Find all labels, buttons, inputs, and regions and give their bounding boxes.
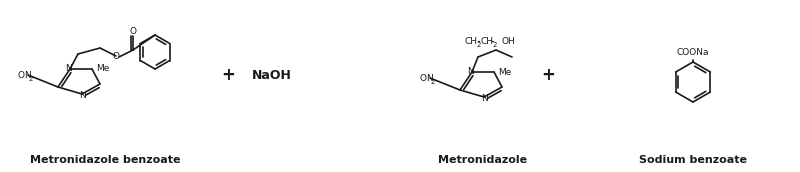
Text: Me: Me [96,63,110,73]
Text: 2: 2 [477,41,481,47]
Text: O: O [18,71,25,79]
Text: Me: Me [498,67,512,77]
Text: O: O [130,26,137,35]
Text: Sodium benzoate: Sodium benzoate [639,155,747,165]
Text: N: N [482,94,488,103]
Text: Metronidazole: Metronidazole [438,155,527,165]
Text: O: O [420,73,427,83]
Text: NaOH: NaOH [252,68,292,82]
Text: N: N [66,63,72,73]
Text: CH: CH [465,36,478,46]
Text: 2: 2 [493,41,497,47]
Text: N: N [426,73,433,83]
Text: +: + [221,66,235,84]
Text: N: N [80,90,86,99]
Text: N: N [468,67,474,76]
Text: 2: 2 [29,76,34,82]
Text: N: N [24,71,30,79]
Text: O: O [113,51,119,61]
Text: Metronidazole benzoate: Metronidazole benzoate [30,155,180,165]
Text: CH: CH [481,36,494,46]
Text: COONa: COONa [677,47,710,56]
Text: +: + [541,66,555,84]
Text: OH: OH [502,36,516,46]
Text: 2: 2 [431,79,435,85]
